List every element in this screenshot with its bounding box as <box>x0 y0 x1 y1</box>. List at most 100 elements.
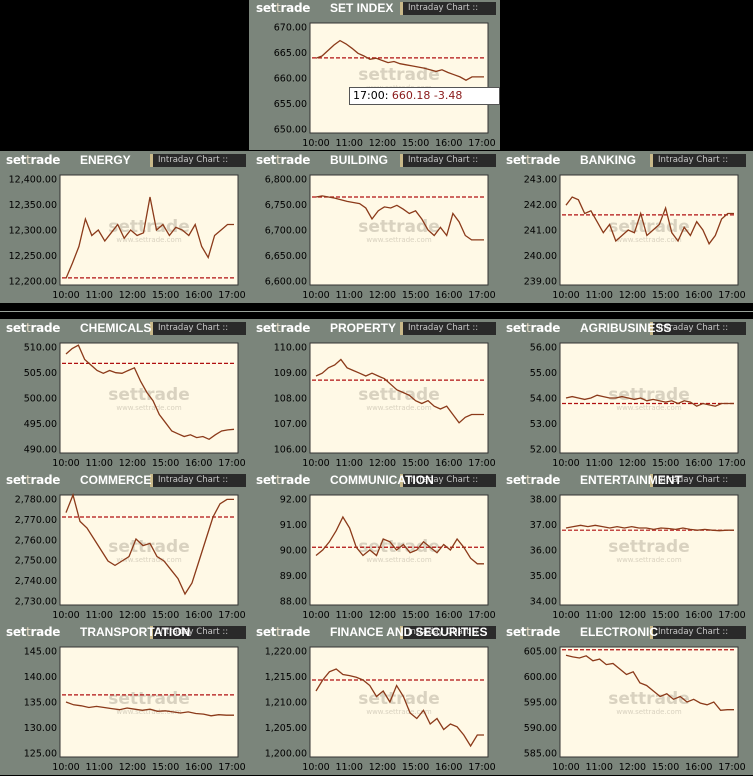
y-tick-label: 38.00 <box>530 495 557 506</box>
watermark-site: www.settrade.com <box>616 556 681 564</box>
x-tick-label: 10:00 <box>302 458 329 469</box>
y-tick-label: 6,650.00 <box>265 251 307 262</box>
panel-header: settrade Intraday Chart :: PROPERTY <box>250 320 500 337</box>
intraday-chart-button[interactable]: Intraday Chart :: <box>150 154 246 167</box>
panel-header: settrade Intraday Chart :: ENERGY <box>0 152 250 169</box>
y-tick-label: 600.00 <box>524 672 557 683</box>
chart-svg: settradewww.settrade.com510.00505.00500.… <box>24 342 246 469</box>
y-tick-label: 1,205.00 <box>265 723 307 734</box>
x-tick-label: 11:00 <box>586 458 613 469</box>
x-tick-label: 12:00 <box>619 290 646 301</box>
intraday-chart-button[interactable]: Intraday Chart :: <box>150 474 246 487</box>
panel-header: settrade Intraday Chart :: BANKING <box>500 152 750 169</box>
x-tick-label: 16:00 <box>185 610 212 621</box>
x-tick-label: 12:00 <box>119 458 146 469</box>
intraday-chart-button[interactable]: Intraday Chart :: <box>400 322 496 335</box>
watermark-site: www.settrade.com <box>116 708 181 716</box>
chart-panel-banking: settrade Intraday Chart :: BANKING settrade… <box>500 152 750 304</box>
x-tick-label: 16:00 <box>435 290 462 301</box>
chart-panel-set-index: settrade Intraday Chart :: SET INDEX settra… <box>250 0 500 152</box>
intraday-chart-button[interactable]: Intraday Chart :: <box>400 474 496 487</box>
intraday-chart-button[interactable]: Intraday Chart :: <box>400 626 496 639</box>
x-tick-label: 10:00 <box>52 610 79 621</box>
watermark-site: www.settrade.com <box>616 236 681 244</box>
series-line <box>565 394 734 407</box>
x-tick-label: 17:00 <box>468 290 495 301</box>
y-tick-label: 6,600.00 <box>265 277 307 288</box>
y-tick-label: 107.00 <box>274 419 307 430</box>
y-tick-label: 670.00 <box>274 23 307 34</box>
chart-panel-transportation: settrade Intraday Chart :: TRANSPORTATION s… <box>0 624 250 776</box>
intraday-chart-button[interactable]: Intraday Chart :: <box>650 474 746 487</box>
intraday-chart-button[interactable]: Intraday Chart :: <box>650 626 746 639</box>
y-tick-label: 92.00 <box>280 495 307 506</box>
intraday-chart-button[interactable]: Intraday Chart :: <box>650 154 746 167</box>
x-tick-label: 11:00 <box>86 610 113 621</box>
y-tick-label: 36.00 <box>530 546 557 557</box>
watermark-brand: settrade <box>608 537 689 557</box>
y-tick-label: 242.00 <box>524 200 557 211</box>
series-line <box>315 195 484 241</box>
chart-title: CHEMICALS <box>80 321 152 335</box>
x-tick-label: 15:00 <box>402 138 429 149</box>
panel-header: settrade Intraday Chart :: FINANCE AND SEC… <box>250 624 500 641</box>
y-tick-label: 106.00 <box>274 445 307 456</box>
chart-panel-finance-securities: settrade Intraday Chart :: FINANCE AND SEC… <box>250 624 500 776</box>
intraday-chart-button[interactable]: Intraday Chart :: <box>150 322 246 335</box>
intraday-chart-button[interactable]: Intraday Chart :: <box>650 322 746 335</box>
settrade-logo: settrade <box>256 625 311 639</box>
y-tick-label: 37.00 <box>530 520 557 531</box>
x-tick-label: 10:00 <box>302 290 329 301</box>
chart-panel-electronic: settrade Intraday Chart :: ELECTRONIC settr… <box>500 624 750 776</box>
series-line <box>315 668 484 748</box>
y-tick-label: 490.00 <box>24 445 57 456</box>
x-tick-label: 16:00 <box>185 458 212 469</box>
y-tick-label: 605.00 <box>524 647 557 658</box>
x-tick-label: 16:00 <box>685 610 712 621</box>
y-tick-label: 2,780.00 <box>15 495 57 506</box>
intraday-chart-button[interactable]: Intraday Chart :: <box>400 2 496 15</box>
panel-header: settrade Intraday Chart :: COMMERCE <box>0 472 250 489</box>
series-line <box>65 344 235 441</box>
series-line <box>315 358 484 424</box>
series-line <box>65 701 234 717</box>
y-tick-label: 590.00 <box>524 723 557 734</box>
y-tick-label: 108.00 <box>274 394 307 405</box>
x-tick-label: 17:00 <box>218 458 245 469</box>
panel-header: settrade Intraday Chart :: SET INDEX <box>250 0 500 17</box>
chart-panel-property: settrade Intraday Chart :: PROPERTY settrad… <box>250 320 500 472</box>
x-tick-label: 16:00 <box>685 458 712 469</box>
series-line <box>65 196 234 279</box>
settrade-logo: settrade <box>256 473 311 487</box>
tooltip-value: 660.18 <box>391 89 431 102</box>
settrade-logo: settrade <box>256 321 311 335</box>
y-tick-label: 54.00 <box>530 394 557 405</box>
x-tick-label: 12:00 <box>369 138 396 149</box>
settrade-logo: settrade <box>6 321 61 335</box>
plot-area <box>559 646 739 758</box>
intraday-chart-button[interactable]: Intraday Chart :: <box>150 626 246 639</box>
intraday-chart-button[interactable]: Intraday Chart :: <box>400 154 496 167</box>
settrade-logo: settrade <box>256 1 311 15</box>
panel-header: settrade Intraday Chart :: COMMUNICATION <box>250 472 500 489</box>
x-tick-label: 11:00 <box>86 290 113 301</box>
y-tick-label: 12,400.00 <box>9 175 57 186</box>
y-tick-label: 1,215.00 <box>265 672 307 683</box>
settrade-logo: settrade <box>506 153 561 167</box>
watermark-site: www.settrade.com <box>366 708 431 716</box>
chart-panel-communication: settrade Intraday Chart :: COMMUNICATION se… <box>250 472 500 624</box>
y-tick-label: 12,300.00 <box>9 226 57 237</box>
y-tick-label: 12,350.00 <box>9 200 57 211</box>
x-tick-label: 15:00 <box>402 610 429 621</box>
watermark-brand: settrade <box>358 689 439 709</box>
watermark-brand: settrade <box>358 217 439 237</box>
x-tick-label: 15:00 <box>402 458 429 469</box>
x-tick-label: 10:00 <box>52 762 79 773</box>
watermark-site: www.settrade.com <box>116 404 181 412</box>
